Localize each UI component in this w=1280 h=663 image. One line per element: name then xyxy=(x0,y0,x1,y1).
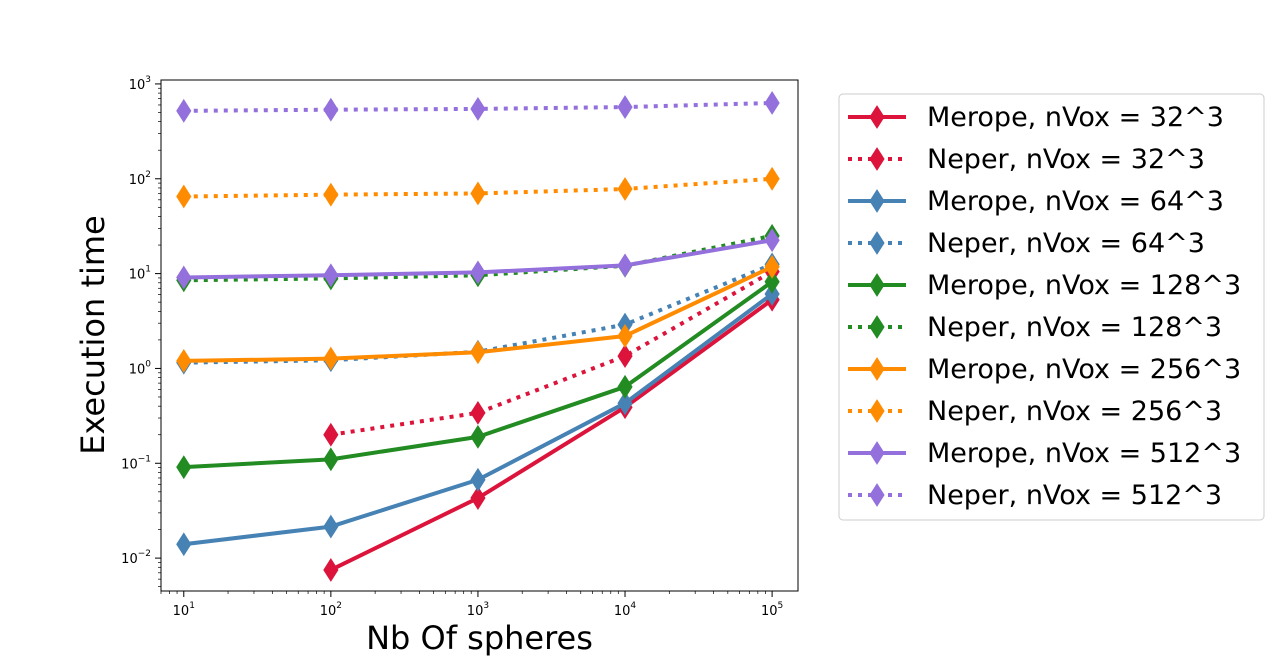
data-point xyxy=(176,184,192,209)
legend-item: Neper, nVox = 128^3 xyxy=(848,312,1222,343)
legend-label: Neper, nVox = 32^3 xyxy=(927,144,1205,175)
y-tick-label: 103 xyxy=(129,75,151,93)
data-point xyxy=(470,181,486,206)
legend-item: Merope, nVox = 64^3 xyxy=(848,186,1224,217)
legend-item: Merope, nVox = 256^3 xyxy=(848,354,1241,385)
legend-label: Neper, nVox = 64^3 xyxy=(927,228,1205,259)
plot-frame xyxy=(160,79,799,592)
data-point xyxy=(176,98,192,123)
legend-item: Neper, nVox = 64^3 xyxy=(848,228,1205,259)
series-2 xyxy=(323,259,780,447)
series-line xyxy=(329,298,774,572)
legend-item: Neper, nVox = 512^3 xyxy=(848,480,1222,511)
data-point xyxy=(323,182,339,207)
y-tick-label: 100 xyxy=(129,359,152,377)
data-point xyxy=(617,177,633,201)
legend-swatch-marker xyxy=(869,315,885,339)
legend-item: Neper, nVox = 32^3 xyxy=(848,144,1205,175)
y-axis-label: Execution time xyxy=(74,215,112,455)
data-point xyxy=(470,424,486,449)
legend-swatch-marker xyxy=(869,483,885,507)
legend-label: Merope, nVox = 128^3 xyxy=(927,270,1241,301)
legend-item: Merope, nVox = 128^3 xyxy=(848,270,1241,301)
y-tick-label: 101 xyxy=(129,265,151,283)
legend-swatch-marker xyxy=(869,441,885,465)
data-point xyxy=(617,374,633,399)
legend: Merope, nVox = 32^3 Neper, nVox = 32^3 Mer… xyxy=(838,93,1265,521)
data-point xyxy=(176,455,192,480)
legend-label: Merope, nVox = 32^3 xyxy=(927,102,1224,133)
series-line xyxy=(330,269,774,437)
series-7 xyxy=(176,254,780,373)
data-point xyxy=(470,340,486,365)
data-point xyxy=(470,260,486,285)
legend-swatch-marker xyxy=(869,147,885,171)
legend-label: Merope, nVox = 512^3 xyxy=(927,438,1241,469)
legend-label: Merope, nVox = 64^3 xyxy=(927,186,1224,217)
y-tick-label: 102 xyxy=(129,170,151,188)
x-axis-label: Nb Of spheres xyxy=(366,619,593,657)
data-point xyxy=(764,91,780,115)
legend-swatch-marker xyxy=(869,357,885,381)
data-point xyxy=(617,95,633,120)
series-line xyxy=(183,176,773,199)
data-point xyxy=(323,263,339,288)
series-8 xyxy=(176,166,780,209)
series-10 xyxy=(176,91,780,123)
legend-item: Neper, nVox = 256^3 xyxy=(848,396,1222,427)
series-line xyxy=(183,100,773,113)
data-point xyxy=(323,514,339,539)
data-point xyxy=(323,558,339,582)
data-point xyxy=(323,346,339,371)
data-point xyxy=(323,97,339,122)
legend-label: Neper, nVox = 256^3 xyxy=(927,396,1222,427)
data-point xyxy=(617,324,633,348)
legend-frame xyxy=(838,93,1265,521)
legend-swatch-marker xyxy=(869,399,885,423)
y-axis: 10−2 10−1 100 101 102 103 xyxy=(121,75,161,588)
y-tick-label: 10−1 xyxy=(121,454,151,472)
series-1 xyxy=(323,287,780,582)
data-point xyxy=(764,166,780,191)
legend-swatch-marker xyxy=(869,189,885,213)
data-point xyxy=(176,265,192,290)
data-point xyxy=(323,447,339,472)
data-point xyxy=(764,254,780,279)
data-point xyxy=(764,282,780,306)
legend-item: Merope, nVox = 512^3 xyxy=(848,438,1241,469)
series-3 xyxy=(176,282,780,557)
data-point xyxy=(176,348,192,373)
data-point xyxy=(617,253,633,278)
x-tick-label: 105 xyxy=(761,601,783,619)
data-point xyxy=(617,391,633,416)
data-point xyxy=(176,532,192,557)
x-tick-label: 103 xyxy=(467,601,489,619)
legend-swatch-marker xyxy=(869,231,885,255)
x-axis: 101 102 103 104 105 xyxy=(160,591,783,619)
series-9 xyxy=(176,228,780,290)
legend-swatch-marker xyxy=(869,105,885,129)
data-point xyxy=(470,467,486,492)
data-point xyxy=(323,422,339,447)
legend-label: Neper, nVox = 128^3 xyxy=(927,312,1222,343)
y-tick-label: 10−2 xyxy=(121,549,151,567)
series-5 xyxy=(176,269,780,480)
data-point xyxy=(764,228,780,253)
legend-label: Merope, nVox = 256^3 xyxy=(927,354,1241,385)
legend-swatch-marker xyxy=(869,273,885,297)
x-tick-label: 104 xyxy=(614,601,637,619)
x-tick-label: 102 xyxy=(320,601,342,619)
data-point xyxy=(764,269,780,294)
data-point xyxy=(617,344,633,369)
data-point xyxy=(470,96,486,121)
plot-area xyxy=(176,91,780,582)
data-point xyxy=(470,486,486,510)
legend-item: Merope, nVox = 32^3 xyxy=(848,102,1224,133)
data-point xyxy=(470,400,486,425)
x-tick-label: 101 xyxy=(173,601,195,619)
legend-label: Neper, nVox = 512^3 xyxy=(927,480,1222,511)
